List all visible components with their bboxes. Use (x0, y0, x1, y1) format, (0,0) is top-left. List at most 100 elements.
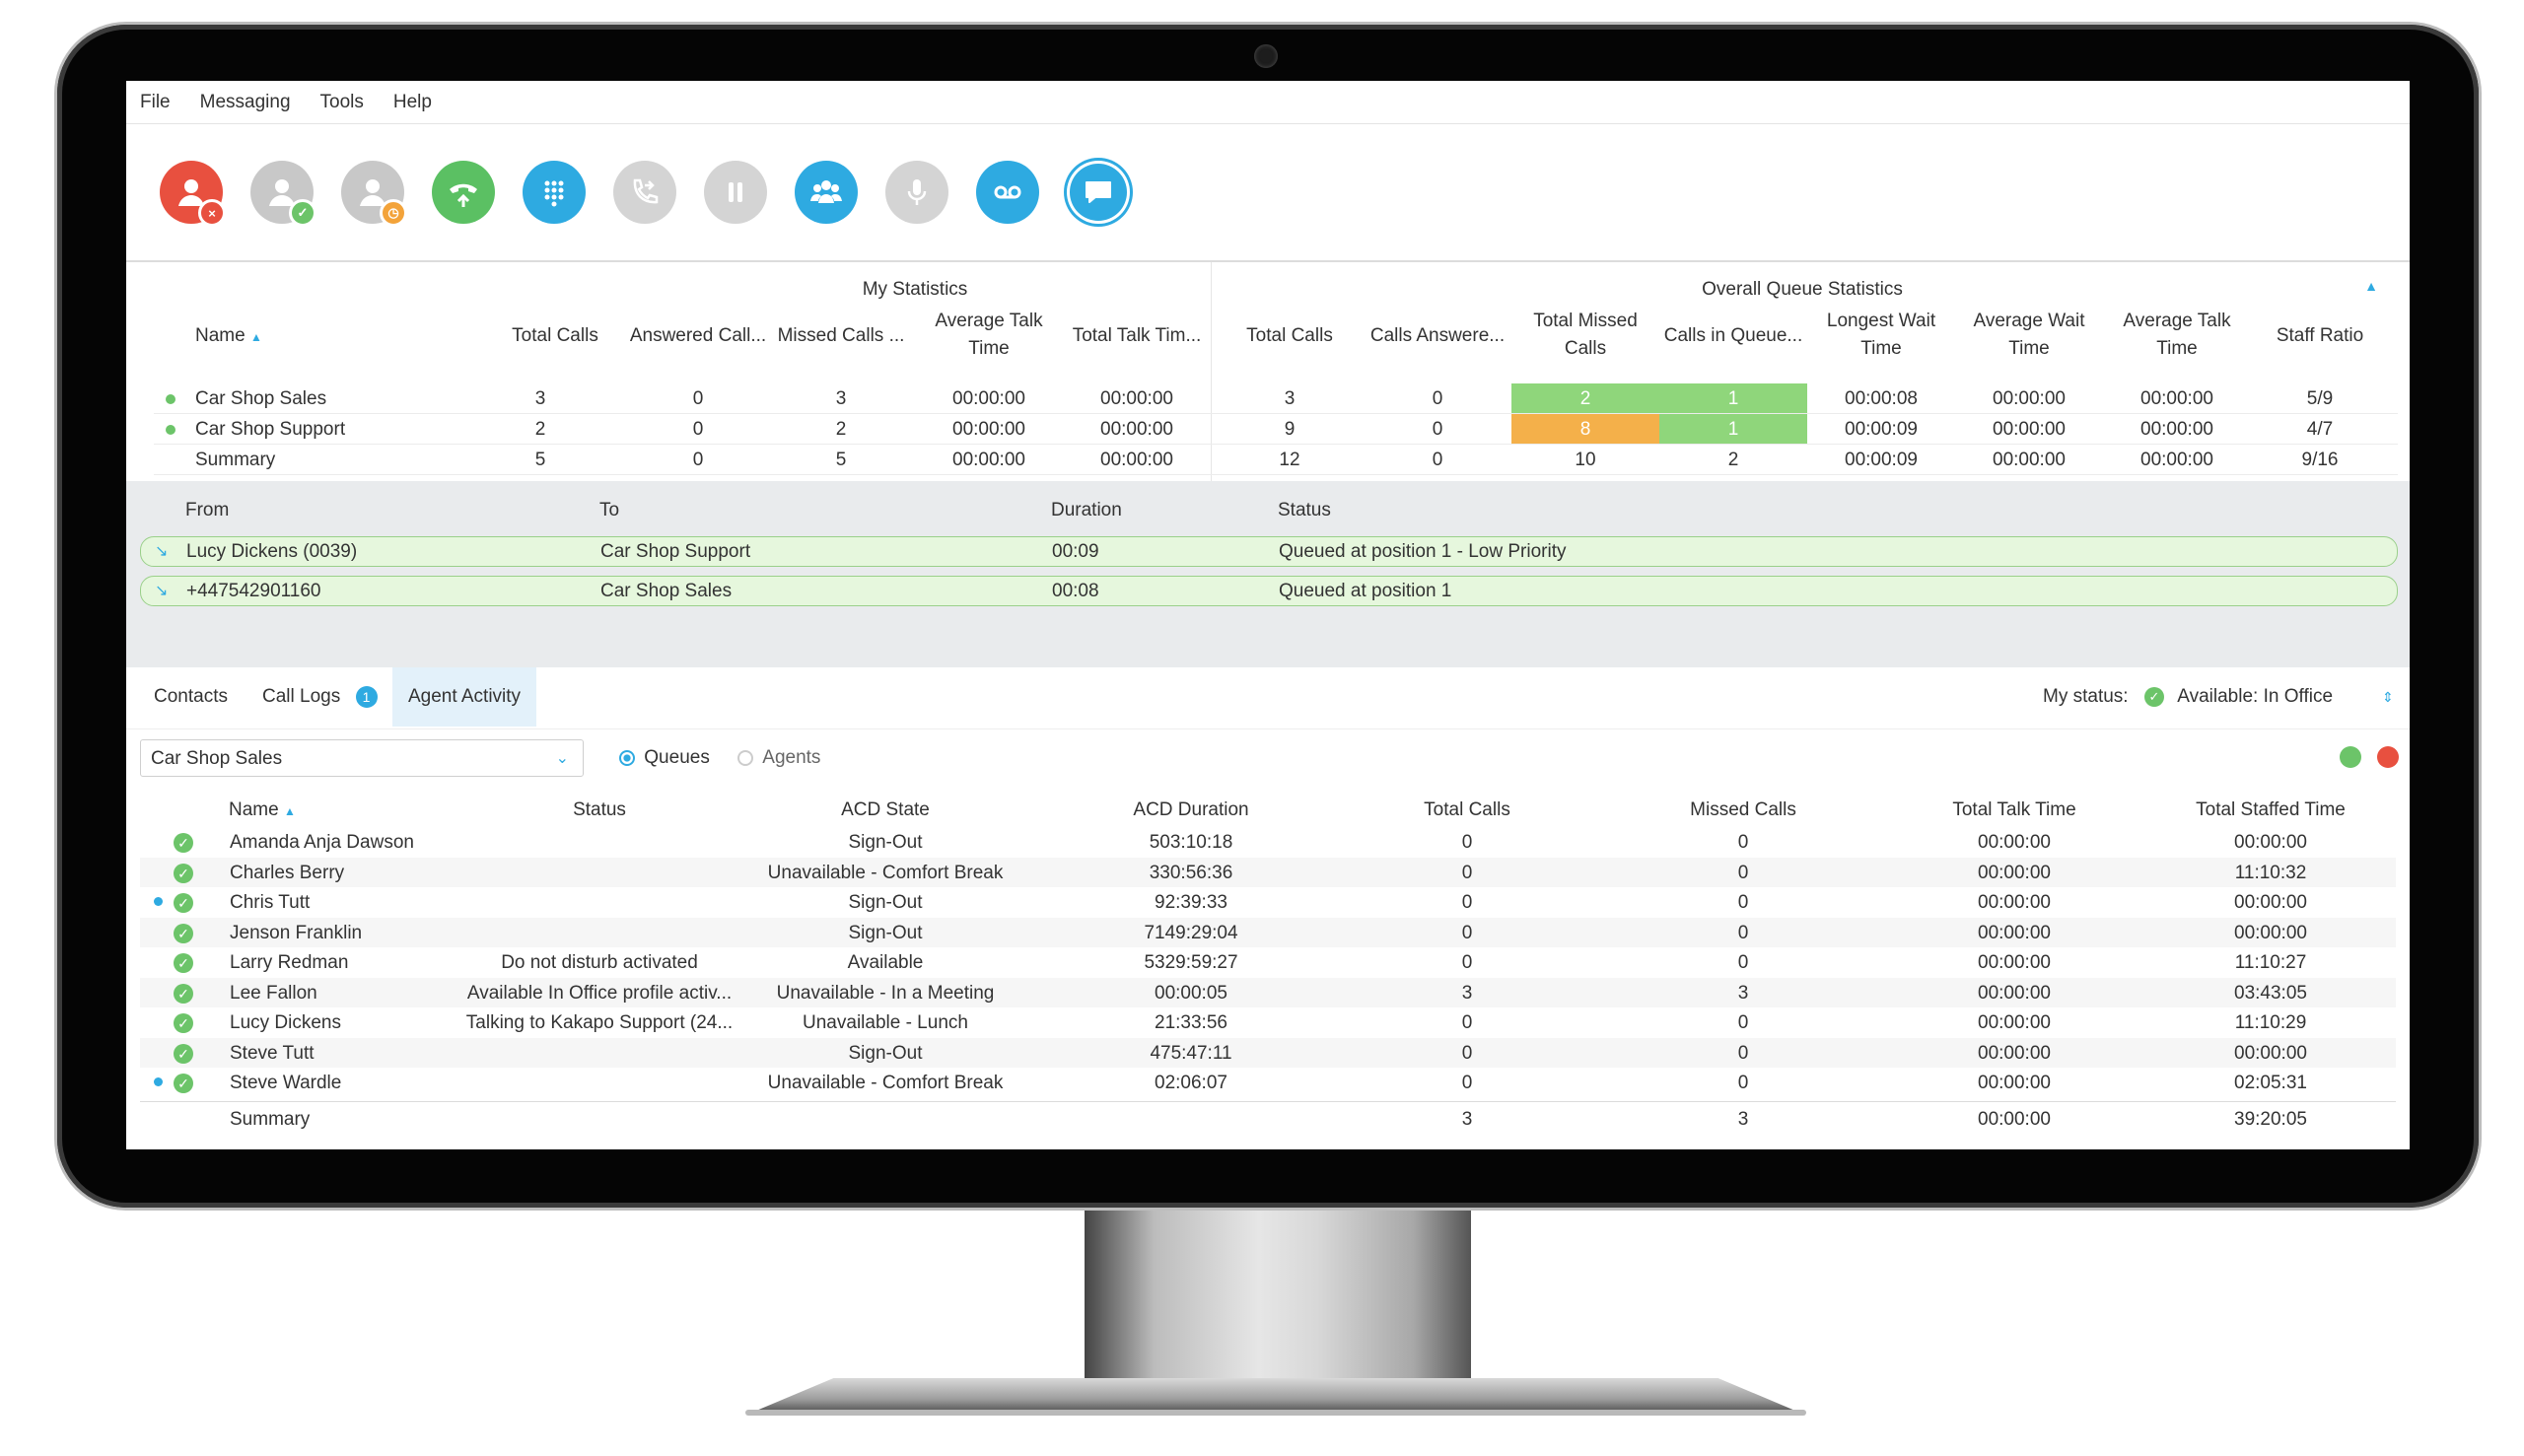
stats-row-divider (154, 413, 2398, 414)
col-header-q-staff-ratio[interactable]: Staff Ratio (2276, 325, 2364, 346)
agent-col-name[interactable]: Name ▲ (229, 797, 296, 825)
stats-row-divider (154, 474, 2398, 475)
available-button[interactable]: ✓ (250, 161, 316, 227)
col-header-q-answered[interactable]: Calls Answere... (1369, 325, 1506, 346)
stats-cell: 00:00:00 (952, 450, 1025, 470)
agent-acd-duration: 92:39:33 (1155, 892, 1227, 913)
answer-call-button[interactable] (432, 161, 495, 224)
agent-total-staffed: 00:00:00 (2234, 892, 2307, 913)
mute-button[interactable] (885, 161, 948, 224)
chat-button[interactable] (1067, 161, 1130, 224)
tab-call-logs-label: Call Logs (262, 686, 341, 707)
away-button[interactable]: ◷ (341, 161, 407, 227)
call-logs-count-badge: 1 (355, 685, 378, 708)
col-header-q-missed[interactable]: Total Missed Calls (1533, 311, 1638, 359)
agent-col-status[interactable]: Status (573, 799, 626, 820)
agent-acd-duration: 21:33:56 (1155, 1012, 1227, 1033)
tab-agent-activity[interactable]: Agent Activity (392, 667, 537, 727)
agent-row[interactable] (140, 857, 2396, 887)
agent-status (432, 827, 767, 858)
red-status-indicator[interactable] (2377, 746, 2399, 768)
green-status-indicator[interactable] (2340, 746, 2361, 768)
stats-cell: 00:00:00 (2140, 450, 2213, 470)
my-status-selector[interactable]: ✓ Available: In Office (2144, 667, 2333, 727)
menu-tools[interactable]: Tools (319, 91, 364, 112)
user-available-icon (269, 179, 295, 206)
agent-acd-state: Unavailable - Lunch (803, 1012, 968, 1033)
queued-call-to: Car Shop Sales (600, 581, 733, 601)
agent-row[interactable] (140, 977, 2396, 1007)
hold-button[interactable] (704, 161, 767, 224)
stats-cell: 5 (835, 450, 847, 470)
agent-available-icon: ✓ (174, 1013, 193, 1033)
stats-cell: 12 (1279, 450, 1300, 470)
col-header-answered[interactable]: Answered Call... (629, 325, 767, 346)
agent-total-talk: 00:00:00 (1978, 1042, 2051, 1064)
stats-cell: 0 (692, 450, 704, 470)
queue-header-status[interactable]: Status (1278, 500, 1331, 520)
agent-status (432, 858, 767, 888)
queue-select-value: Car Shop Sales (151, 748, 283, 769)
collapse-stats-icon[interactable]: ▲ (2364, 278, 2378, 294)
menu-messaging[interactable]: Messaging (199, 91, 291, 112)
col-header-q-total-calls[interactable]: Total Calls (1246, 325, 1333, 346)
col-header-my-total-calls[interactable]: Total Calls (512, 325, 598, 346)
stats-cell: 00:00:00 (1993, 388, 2066, 409)
col-header-q-avg-talk[interactable]: Average Talk Time (2123, 311, 2231, 359)
transfer-button[interactable] (613, 161, 676, 224)
agent-missed-calls: 0 (1737, 922, 1749, 943)
status-available-icon: ✓ (2144, 686, 2164, 707)
stats-cell: 0 (1432, 419, 1443, 440)
agent-total-staffed: 00:00:00 (2234, 1042, 2307, 1064)
stats-row-divider (154, 444, 2398, 445)
agent-row[interactable] (140, 1037, 2396, 1068)
conference-button[interactable] (795, 161, 858, 224)
tab-contacts[interactable]: Contacts (154, 686, 228, 707)
dialpad-button[interactable] (523, 161, 586, 224)
agent-col-acd-state[interactable]: ACD State (841, 799, 930, 820)
voicemail-button[interactable] (976, 161, 1039, 224)
queue-header-from[interactable]: From (185, 500, 230, 520)
col-header-total-talk[interactable]: Total Talk Tim... (1072, 325, 1202, 346)
agent-missed-calls: 0 (1737, 892, 1749, 913)
agent-row[interactable] (140, 917, 2396, 947)
agent-col-total-staffed[interactable]: Total Staffed Time (2196, 799, 2346, 820)
away-badge: ◷ (380, 199, 407, 227)
agent-acd-state: Sign-Out (848, 892, 923, 913)
status-dropdown-icon[interactable]: ⇕ (2382, 689, 2394, 705)
stats-row-name[interactable]: Car Shop Support (195, 419, 346, 440)
col-header-q-in-queue[interactable]: Calls in Queue... (1663, 325, 1803, 346)
stats-row-name: Summary (195, 450, 276, 470)
col-header-avg-talk[interactable]: Average Talk Time (935, 311, 1043, 359)
stats-cell: 00:00:00 (1100, 388, 1173, 409)
agent-col-acd-duration[interactable]: ACD Duration (1133, 799, 1249, 820)
radio-queues[interactable]: Queues (619, 739, 710, 777)
agent-total-calls: 0 (1461, 832, 1473, 853)
agent-total-calls: 3 (1461, 982, 1473, 1004)
radio-agents[interactable]: Agents (737, 739, 820, 777)
col-header-name[interactable]: Name ▲ (195, 307, 262, 367)
available-badge: ✓ (289, 199, 316, 227)
queue-header-to[interactable]: To (599, 500, 620, 520)
menu-file[interactable]: File (140, 91, 171, 112)
queue-select[interactable]: Car Shop Sales ⌄ (140, 739, 584, 777)
agent-col-total-calls[interactable]: Total Calls (1424, 799, 1510, 820)
stats-row-name[interactable]: Car Shop Sales (195, 388, 327, 409)
agent-activity-panel: Car Shop Sales ⌄ Queues Agents Name ▲ St… (126, 729, 2410, 1149)
agent-total-staffed: 11:10:27 (2234, 952, 2307, 973)
agent-total-calls: 0 (1461, 1073, 1473, 1093)
agent-active-dot (154, 897, 163, 906)
menu-help[interactable]: Help (392, 91, 432, 112)
agent-col-missed-calls[interactable]: Missed Calls (1690, 799, 1796, 820)
col-header-missed[interactable]: Missed Calls ... (777, 325, 905, 346)
tab-call-logs[interactable]: Call Logs 1 (262, 667, 378, 727)
reject-button[interactable]: × (160, 161, 226, 227)
queued-call-row[interactable]: ↘ +447542901160 Car Shop Sales 00:08 Queued … (140, 576, 2398, 606)
agent-available-icon: ✓ (174, 983, 193, 1004)
col-header-q-avg-wait[interactable]: Average Wait Time (1973, 311, 2085, 359)
col-header-q-longest-wait[interactable]: Longest Wait Time (1826, 311, 1936, 359)
agent-col-total-talk[interactable]: Total Talk Time (1952, 799, 2076, 820)
queue-header-duration[interactable]: Duration (1051, 500, 1122, 520)
stats-cell: 3 (1284, 388, 1296, 409)
queued-call-row[interactable]: ↘ Lucy Dickens (0039) Car Shop Support 00:0… (140, 536, 2398, 567)
